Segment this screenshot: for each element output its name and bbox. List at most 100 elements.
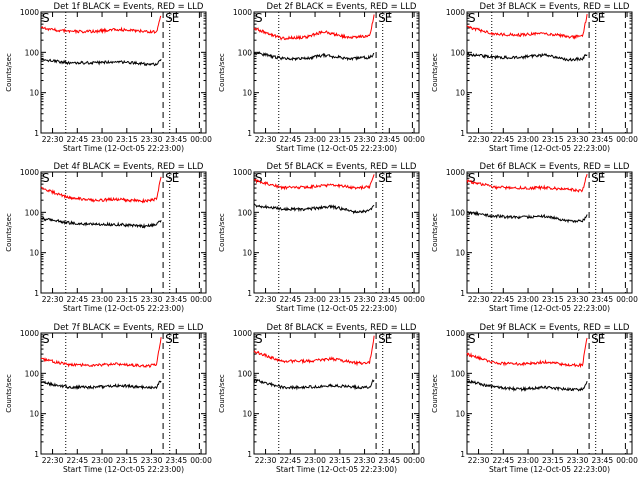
chart-8-y-tick-label: 1 (247, 450, 252, 459)
chart-5-x-tick-label: 22:45 (279, 295, 301, 304)
chart-1-x-tick-label: 22:30 (42, 135, 64, 144)
chart-5-x-axis-label: Start Time (12-Oct-05 22:23:00) (276, 304, 397, 313)
chart-1-x-tick-label: 23:00 (91, 135, 113, 144)
chart-7-marker-label: S (165, 332, 173, 346)
chart-1-title: Det 1f BLACK = Events, RED = LLD (54, 2, 204, 12)
chart-9-x-tick-label: 23:15 (542, 456, 564, 465)
chart-6-marker-label: E (598, 171, 606, 185)
chart-8-series-events (253, 378, 375, 391)
chart-2-y-tick-label: 1000 (233, 8, 252, 17)
chart-4-x-tick-label: 23:15 (116, 295, 138, 304)
chart-6-y-tick-label: 100 (451, 208, 466, 217)
chart-8-x-tick-label: 23:45 (378, 456, 400, 465)
chart-4-x-tick-label: 22:30 (42, 295, 64, 304)
chart-3-x-axis-label: Start Time (12-Oct-05 22:23:00) (489, 144, 610, 153)
chart-7-y-tick-label: 1 (34, 450, 39, 459)
chart-2-plot-frame (253, 11, 420, 134)
chart-9-y-tick-label: 100 (451, 369, 466, 378)
chart-2-x-tick-label: 22:45 (279, 135, 301, 144)
chart-7-series-events (40, 380, 162, 390)
chart-9-start-marker-label: S (468, 332, 476, 346)
chart-3-x-tick-label: 00:00 (616, 135, 638, 144)
chart-2-x-tick-label: 23:45 (378, 135, 400, 144)
chart-9-x-tick-label: 22:30 (468, 456, 490, 465)
chart-2-y-tick-label: 1 (247, 129, 252, 138)
chart-6-x-tick-label: 23:30 (567, 295, 589, 304)
chart-6-x-tick-label: 00:00 (616, 295, 638, 304)
chart-8-x-tick-label: 22:30 (255, 456, 277, 465)
chart-5-marker-label: S (378, 171, 386, 185)
chart-1-x-tick-label: 23:45 (165, 135, 187, 144)
chart-4-y-tick-label: 100 (25, 208, 40, 217)
chart-7-start-marker-label: S (42, 332, 50, 346)
chart-1-marker-label: S (165, 11, 173, 25)
chart-4-y-tick-label: 1 (34, 289, 39, 298)
chart-9-x-tick-label: 23:00 (517, 456, 539, 465)
chart-6-series-events (466, 210, 588, 224)
chart-4-series-events (40, 216, 162, 229)
chart-1-x-tick-label: 23:30 (141, 135, 163, 144)
chart-5-x-tick-label: 00:00 (403, 295, 425, 304)
chart-1-y-axis-label: Counts/sec (5, 53, 13, 92)
chart-9-title: Det 9f BLACK = Events, RED = LLD (480, 323, 630, 333)
chart-6-y-axis-label: Counts/sec (431, 213, 439, 252)
chart-3-plot-frame (466, 11, 633, 134)
chart-4-marker-label: E (172, 171, 180, 185)
chart-9-x-tick-label: 00:00 (616, 456, 638, 465)
chart-8-start-marker-label: S (255, 332, 263, 346)
chart-8-plot-frame (253, 332, 420, 455)
chart-2-title: Det 2f BLACK = Events, RED = LLD (267, 2, 417, 12)
chart-2-series-lld (253, 14, 375, 41)
chart-7-series-lld (40, 337, 162, 369)
chart-6-x-tick-label: 23:15 (542, 295, 564, 304)
chart-7-y-tick-label: 1000 (20, 329, 39, 338)
chart-4-x-tick-label: 23:30 (141, 295, 163, 304)
chart-6-series-lld (466, 173, 588, 193)
chart-9-y-tick-label: 1 (460, 450, 465, 459)
chart-8-y-axis-label: Counts/sec (218, 374, 226, 413)
chart-4-start-marker-label: S (42, 171, 50, 185)
chart-2-y-tick-label: 100 (238, 48, 253, 57)
chart-3-y-tick-label: 1 (460, 129, 465, 138)
chart-2-y-axis-label: Counts/sec (218, 53, 226, 92)
chart-7-x-tick-label: 23:15 (116, 456, 138, 465)
chart-5-x-tick-label: 23:30 (354, 295, 376, 304)
chart-5-y-tick-label: 1 (247, 289, 252, 298)
chart-7-x-axis-label: Start Time (12-Oct-05 22:23:00) (63, 465, 184, 474)
chart-9-series-lld (466, 337, 588, 369)
chart-6-plot-frame (466, 171, 633, 294)
chart-6-x-tick-label: 23:45 (591, 295, 613, 304)
chart-2-marker-label: S (378, 11, 386, 25)
chart-6-start-marker-label: S (468, 171, 476, 185)
chart-6-x-axis-label: Start Time (12-Oct-05 22:23:00) (489, 304, 610, 313)
chart-5-series-events (253, 203, 375, 215)
chart-7-y-tick-label: 10 (29, 410, 39, 419)
chart-1-marker-label: E (172, 11, 180, 25)
chart-3-y-tick-label: 100 (451, 48, 466, 57)
chart-3-y-tick-label: 1000 (446, 8, 465, 17)
chart-8-y-tick-label: 10 (242, 410, 252, 419)
chart-2-series-events (253, 51, 375, 62)
chart-1-x-tick-label: 00:00 (190, 135, 212, 144)
chart-9-x-tick-label: 23:30 (567, 456, 589, 465)
chart-4-plot-frame (40, 171, 207, 294)
chart-3-y-axis-label: Counts/sec (431, 53, 439, 92)
chart-9-y-tick-label: 10 (455, 410, 465, 419)
chart-5-start-marker-label: S (255, 171, 263, 185)
chart-4-y-axis-label: Counts/sec (5, 213, 13, 252)
chart-1-y-tick-label: 1 (34, 129, 39, 138)
chart-2-x-tick-label: 22:30 (255, 135, 277, 144)
chart-4-marker-label: S (165, 171, 173, 185)
chart-1-x-tick-label: 22:45 (66, 135, 88, 144)
chart-2-y-tick-label: 10 (242, 89, 252, 98)
chart-1-series-lld (40, 15, 162, 35)
chart-1-series-events (40, 57, 162, 67)
chart-9-marker-label: S (591, 332, 599, 346)
chart-4-x-tick-label: 23:00 (91, 295, 113, 304)
chart-7-title: Det 7f BLACK = Events, RED = LLD (54, 323, 204, 333)
chart-7-x-tick-label: 22:45 (66, 456, 88, 465)
chart-2-x-axis-label: Start Time (12-Oct-05 22:23:00) (276, 144, 397, 153)
chart-5-y-tick-label: 1000 (233, 168, 252, 177)
chart-5-plot-frame (253, 171, 420, 294)
